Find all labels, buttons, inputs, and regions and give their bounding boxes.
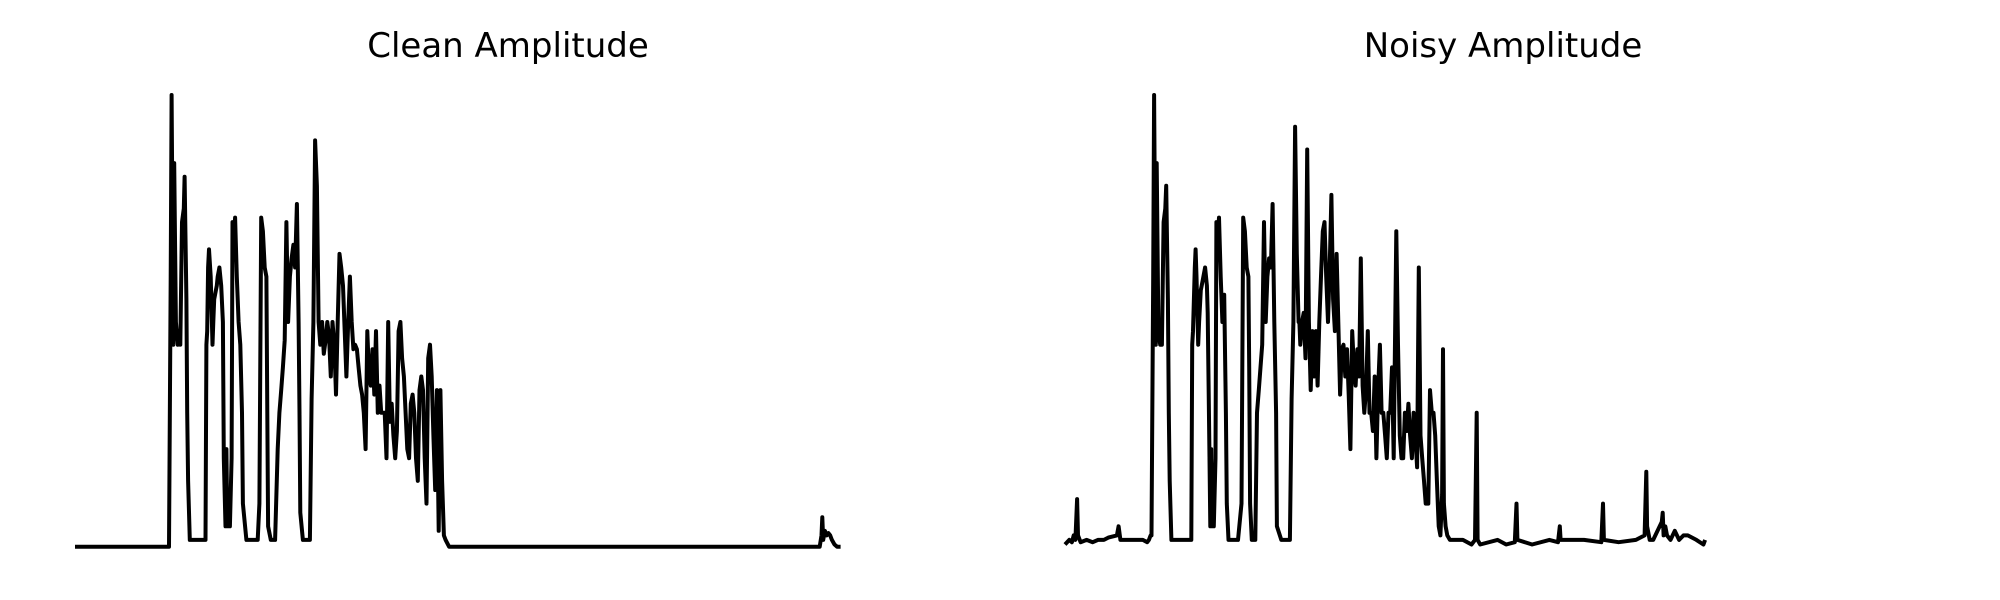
clean-amplitude-panel: Clean Amplitude xyxy=(75,26,841,549)
noisy-amplitude-panel: Noisy Amplitude xyxy=(1000,0,2000,600)
amplitude-series-line xyxy=(75,93,841,549)
noisy-amplitude-plot xyxy=(1063,93,1707,547)
chart-title: Noisy Amplitude xyxy=(1363,26,1643,66)
clean-amplitude-plot xyxy=(75,93,841,549)
chart-title: Clean Amplitude xyxy=(367,26,649,66)
amplitude-series-line xyxy=(1063,93,1707,547)
